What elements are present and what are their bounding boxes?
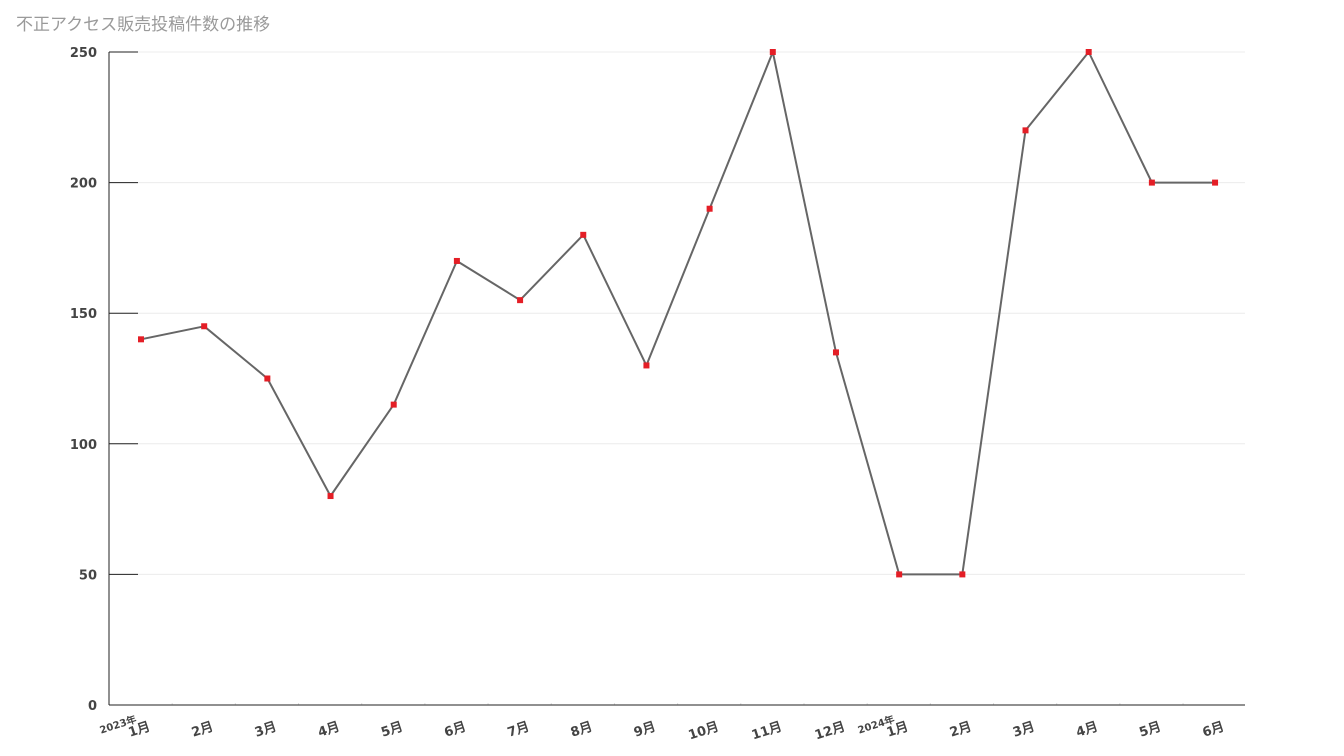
- x-tick-label: 7月: [506, 720, 532, 741]
- data-point: [453, 257, 460, 264]
- data-point: [1212, 179, 1219, 186]
- x-tick-label: 6月: [443, 720, 469, 741]
- x-tick-label: 2月: [948, 720, 974, 741]
- x-tick-label: 5月: [379, 720, 405, 741]
- data-point: [769, 49, 776, 55]
- y-tick-label: 50: [79, 568, 97, 583]
- x-tick-label: 4月: [316, 720, 342, 741]
- y-tick-label: 150: [70, 307, 97, 322]
- data-point: [1148, 179, 1155, 186]
- data-point: [390, 401, 397, 408]
- data-point: [706, 205, 713, 212]
- data-point: [643, 362, 650, 369]
- x-tick-label: 3月: [253, 720, 279, 741]
- x-tick-label: 9月: [632, 720, 658, 741]
- x-tick-label: 2月: [190, 720, 216, 741]
- data-point: [201, 323, 208, 330]
- data-point: [959, 571, 966, 578]
- data-point: [896, 571, 903, 578]
- x-tick-label: 12月: [813, 720, 847, 744]
- chart-title: 不正アクセス販売投稿件数の推移: [16, 15, 271, 35]
- x-tick-label: 5月: [1138, 720, 1164, 741]
- x-tick-label: 11月: [750, 720, 784, 744]
- x-tick-label: 8月: [569, 720, 595, 741]
- x-tick-label: 3月: [1011, 720, 1037, 741]
- data-point: [264, 375, 271, 382]
- y-tick-label: 100: [70, 438, 97, 453]
- data-point: [580, 231, 587, 238]
- data-point: [327, 493, 334, 500]
- y-tick-label: 0: [88, 699, 97, 714]
- x-tick-label: 4月: [1074, 720, 1100, 741]
- x-tick-label: 10月: [687, 720, 721, 744]
- y-tick-label: 200: [70, 177, 97, 192]
- y-tick-label: 250: [70, 46, 97, 61]
- series-line: [140, 51, 1216, 576]
- data-point: [1085, 49, 1092, 55]
- x-tick-label: 6月: [1201, 720, 1227, 741]
- x-tick-label: 1月: [127, 720, 153, 741]
- data-point: [138, 336, 144, 343]
- data-point: [832, 349, 839, 356]
- data-point: [517, 297, 524, 304]
- data-point: [1022, 127, 1029, 134]
- x-tick-label: 1月: [885, 720, 911, 741]
